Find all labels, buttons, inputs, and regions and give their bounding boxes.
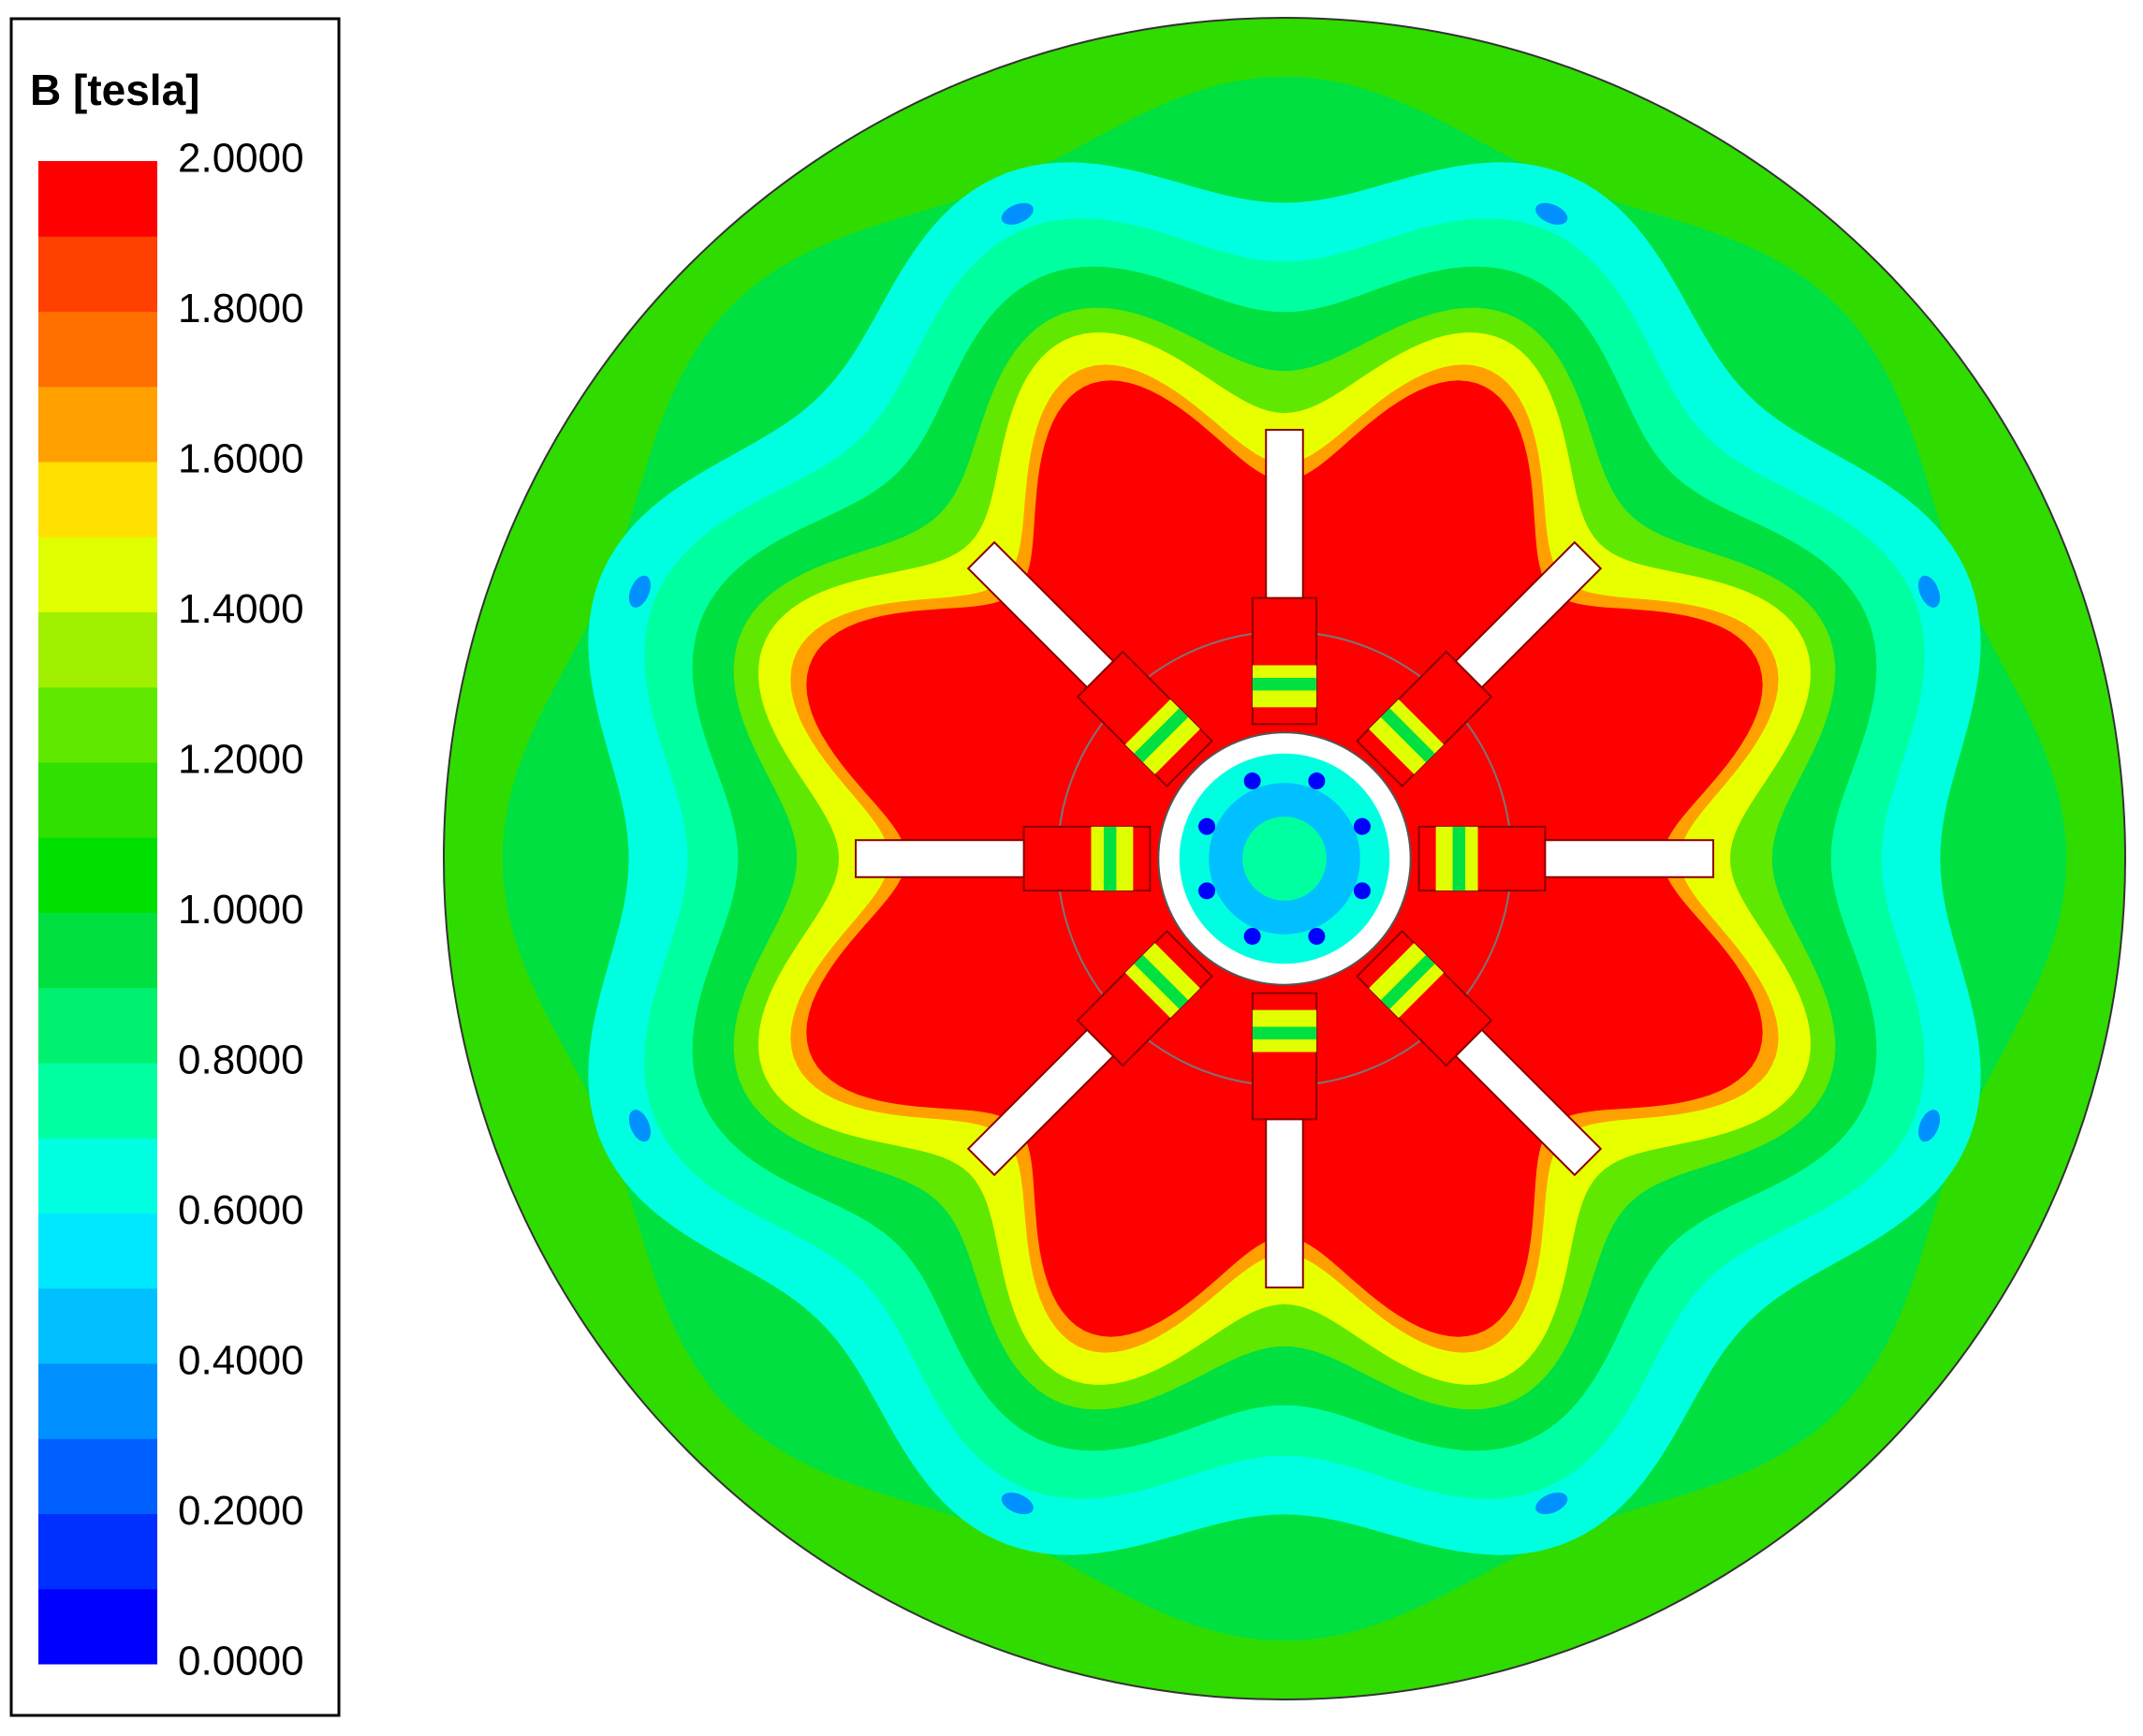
low-spot bbox=[628, 575, 651, 608]
tick-label: 2.0000 bbox=[178, 136, 304, 182]
rotor-spot bbox=[1353, 882, 1371, 900]
winding bbox=[1265, 429, 1304, 599]
low-spot bbox=[1918, 1110, 1941, 1142]
tick-label: 0.4000 bbox=[178, 1338, 304, 1384]
color-band bbox=[38, 1513, 157, 1590]
color-band bbox=[38, 611, 157, 688]
legend-title: B [tesla] bbox=[30, 66, 199, 114]
color-band bbox=[38, 837, 157, 913]
winding bbox=[966, 1028, 1115, 1177]
spoke bbox=[1417, 825, 1714, 892]
spoke bbox=[966, 930, 1213, 1177]
color-band bbox=[38, 161, 157, 237]
core-grad bbox=[1380, 708, 1435, 763]
spoke bbox=[1251, 429, 1318, 726]
low-spot bbox=[628, 1110, 651, 1142]
color-band bbox=[38, 686, 157, 763]
tick-label: 0.8000 bbox=[178, 1037, 304, 1083]
rotor-spot bbox=[1243, 927, 1261, 945]
tick-label: 1.8000 bbox=[178, 286, 304, 331]
rotor-spot bbox=[1308, 927, 1326, 945]
tick-label: 0.2000 bbox=[178, 1488, 304, 1534]
color-band bbox=[38, 236, 157, 312]
winding bbox=[1544, 839, 1714, 878]
winding bbox=[966, 540, 1115, 689]
spoke bbox=[1356, 930, 1603, 1177]
color-band bbox=[38, 386, 157, 463]
color-band bbox=[38, 1588, 157, 1665]
spoke bbox=[966, 540, 1213, 787]
rotor-spot bbox=[1243, 772, 1261, 790]
tick-label: 1.4000 bbox=[178, 586, 304, 632]
low-spot bbox=[1535, 1493, 1568, 1515]
winding bbox=[1454, 540, 1603, 689]
color-band bbox=[38, 1138, 157, 1214]
color-band bbox=[38, 1063, 157, 1139]
rotor-spot bbox=[1198, 882, 1216, 900]
rotor-spot bbox=[1198, 817, 1216, 835]
field-plot bbox=[443, 17, 2126, 1700]
tick-label: 0.0000 bbox=[178, 1639, 304, 1685]
color-band bbox=[38, 311, 157, 388]
winding bbox=[1454, 1028, 1603, 1177]
color-band bbox=[38, 987, 157, 1064]
core-grad bbox=[1134, 954, 1189, 1009]
colorbar: 0.0000 0.2000 0.4000 0.6000 0.8000 1.0000 1.20… bbox=[38, 136, 304, 1685]
rotor-spot bbox=[1308, 772, 1326, 790]
winding bbox=[1265, 1118, 1304, 1288]
color-band bbox=[38, 762, 157, 838]
spoke bbox=[855, 825, 1152, 892]
core-grad bbox=[1452, 826, 1466, 891]
core-grad bbox=[1103, 826, 1117, 891]
winding bbox=[855, 839, 1025, 878]
color-band bbox=[38, 1287, 157, 1364]
color-band bbox=[38, 1438, 157, 1514]
color-band bbox=[38, 912, 157, 989]
spoke bbox=[1251, 992, 1318, 1288]
core-grad bbox=[1252, 1026, 1317, 1040]
rotor-spot bbox=[1353, 817, 1371, 835]
low-spot bbox=[1535, 202, 1568, 225]
tick-label: 0.6000 bbox=[178, 1187, 304, 1233]
color-band bbox=[38, 462, 157, 537]
tick-label: 1.0000 bbox=[178, 887, 304, 933]
color-band bbox=[38, 1363, 157, 1439]
tick-label: 1.6000 bbox=[178, 436, 304, 482]
color-band bbox=[38, 1213, 157, 1289]
core-grad bbox=[1380, 954, 1435, 1009]
tick-label: 1.2000 bbox=[178, 737, 304, 783]
core-grad bbox=[1134, 708, 1189, 763]
rotor-core bbox=[1242, 817, 1327, 901]
low-spot bbox=[1001, 202, 1034, 225]
color-band bbox=[38, 537, 157, 612]
low-spot bbox=[1001, 1493, 1034, 1515]
spoke bbox=[1356, 540, 1603, 787]
low-spot bbox=[1918, 575, 1941, 608]
core-grad bbox=[1252, 677, 1317, 691]
